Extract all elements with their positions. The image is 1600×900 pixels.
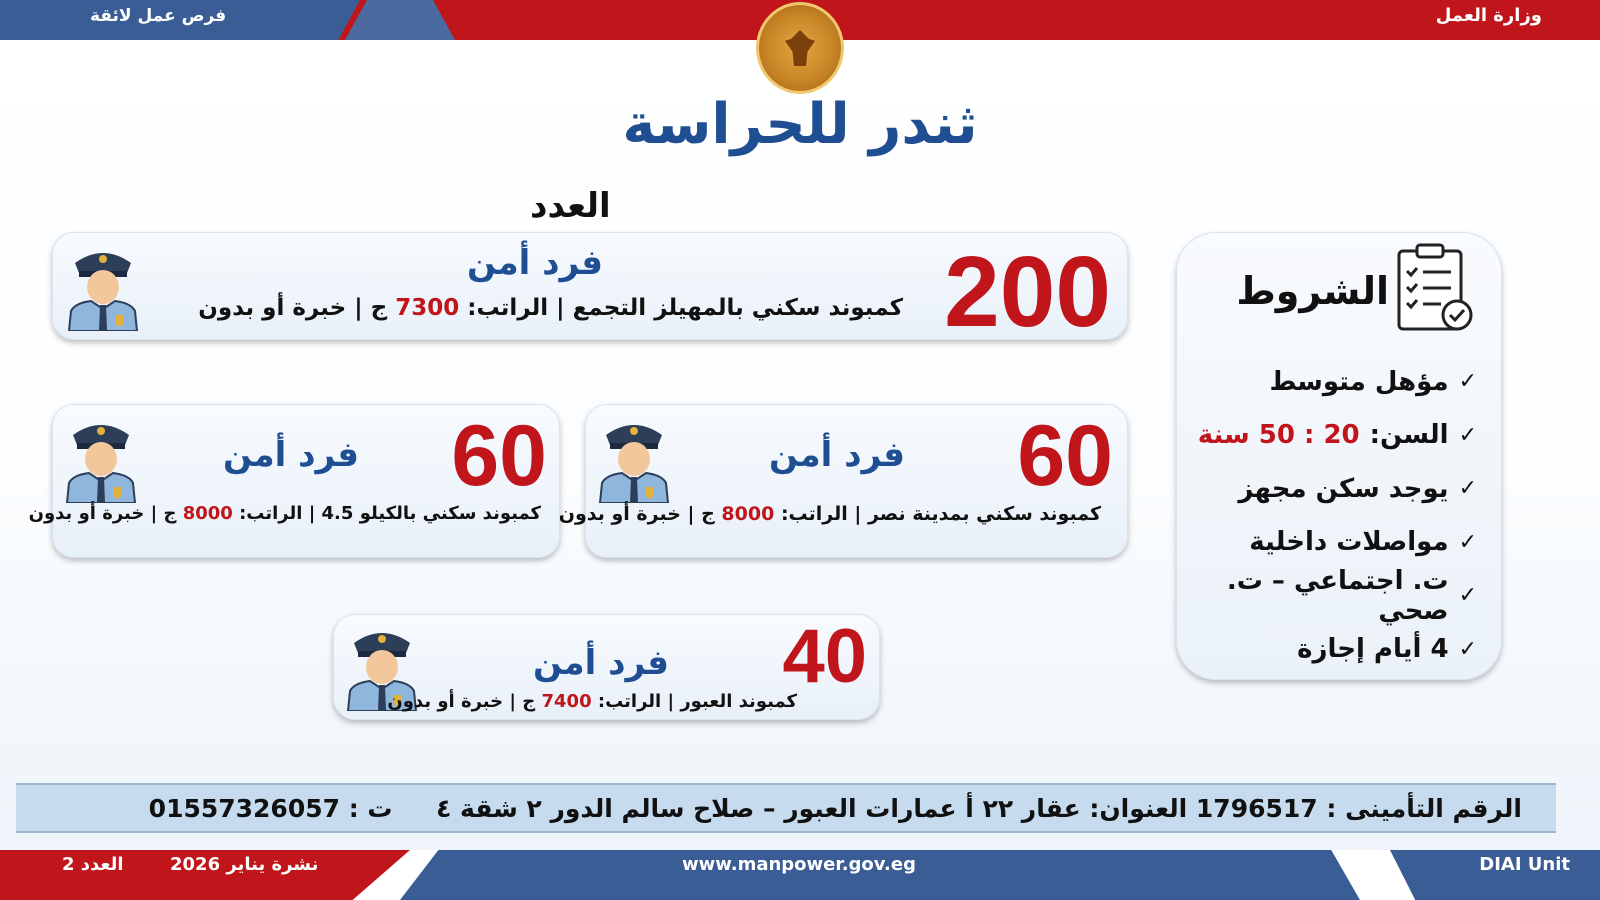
security-guard-icon: [61, 415, 141, 507]
check-icon: ✓: [1458, 369, 1477, 395]
job-card-4: 40 فرد أمن كمبوند العبور | الراتب: 7400 …: [333, 614, 880, 720]
job-role: فرد أمن: [467, 243, 603, 283]
job-role: فرد أمن: [223, 435, 359, 475]
eagle-icon: [785, 30, 815, 66]
job-card-1: 200 فرد أمن كمبوند سكني بالمهيلز التجمع …: [52, 232, 1128, 348]
conditions-list: ✓ مؤهل متوسط ✓ السن: 20 : 50 سنة ✓ يوجد سكن …: [1187, 355, 1477, 676]
unit-label: DIAI Unit: [1479, 854, 1570, 875]
job-card-3: 60 فرد أمن كمبوند سكني بالكيلو 4.5 | الر…: [29, 404, 560, 558]
vacancy-count: 60: [1017, 408, 1113, 504]
issue-number: العدد 2: [62, 854, 124, 875]
clipboard-checklist-icon: [1395, 241, 1475, 337]
job-details: كمبوند العبور | الراتب: 7400 ج | خبرة أو…: [387, 691, 797, 712]
check-icon: ✓: [1458, 422, 1477, 448]
condition-item: ✓ السن: 20 : 50 سنة: [1197, 420, 1477, 451]
check-icon: ✓: [1458, 476, 1477, 502]
check-icon: ✓: [1458, 636, 1477, 662]
job-role: فرد أمن: [769, 435, 905, 475]
security-guard-icon: [594, 415, 674, 507]
check-icon: ✓: [1458, 583, 1477, 609]
job-details: كمبوند سكني بالمهيلز التجمع | الراتب: 73…: [198, 295, 903, 321]
conditions-title: الشروط: [1236, 269, 1389, 313]
conditions-panel: الشروط ✓ مؤهل متوسط ✓ السن: 20 : 50 سنة ✓ يو…: [1176, 232, 1502, 680]
ministry-label: وزارة العمل: [1435, 5, 1542, 26]
vacancy-count: 200: [944, 236, 1111, 348]
ministry-seal-logo: [756, 2, 844, 94]
security-guard-icon: [342, 623, 422, 715]
condition-item: ✓ ت. اجتماعي – ت. صحي: [1226, 565, 1477, 626]
job-role: فرد أمن: [533, 643, 669, 683]
check-icon: ✓: [1458, 529, 1477, 555]
condition-item: ✓ 4 أيام إجازة: [1297, 634, 1477, 665]
website-link[interactable]: www.manpower.gov.eg: [682, 854, 916, 875]
decent-work-label: فرص عمل لائقة: [90, 6, 227, 26]
bulletin-date: نشرة يناير 2026: [170, 854, 319, 875]
condition-item: ✓ يوجد سكن مجهز: [1238, 473, 1477, 504]
count-heading: العدد: [530, 186, 611, 226]
job-card-2: 60 فرد أمن كمبوند سكني بمدينة نصر | الرا…: [559, 404, 1128, 558]
footer-banner: العدد 2 نشرة يناير 2026 www.manpower.gov…: [0, 850, 1600, 900]
condition-item: ✓ مواصلات داخلية: [1249, 527, 1477, 558]
security-guard-icon: [63, 243, 143, 335]
vacancy-count: 40: [782, 614, 867, 699]
job-details: كمبوند سكني بالكيلو 4.5 | الراتب: 8000 ج…: [28, 503, 541, 524]
vacancy-count: 60: [451, 408, 547, 504]
page-title: ثندر للحراسة: [622, 92, 978, 157]
job-details: كمبوند سكني بمدينة نصر | الراتب: 8000 ج …: [558, 503, 1101, 525]
condition-item: ✓ مؤهل متوسط: [1269, 366, 1477, 397]
address-bar: الرقم التأمينى : 1796517 العنوان: عقار ٢…: [16, 783, 1556, 833]
